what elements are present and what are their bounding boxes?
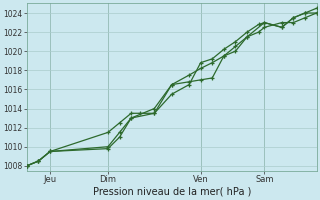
X-axis label: Pression niveau de la mer( hPa ): Pression niveau de la mer( hPa ) [92, 187, 251, 197]
